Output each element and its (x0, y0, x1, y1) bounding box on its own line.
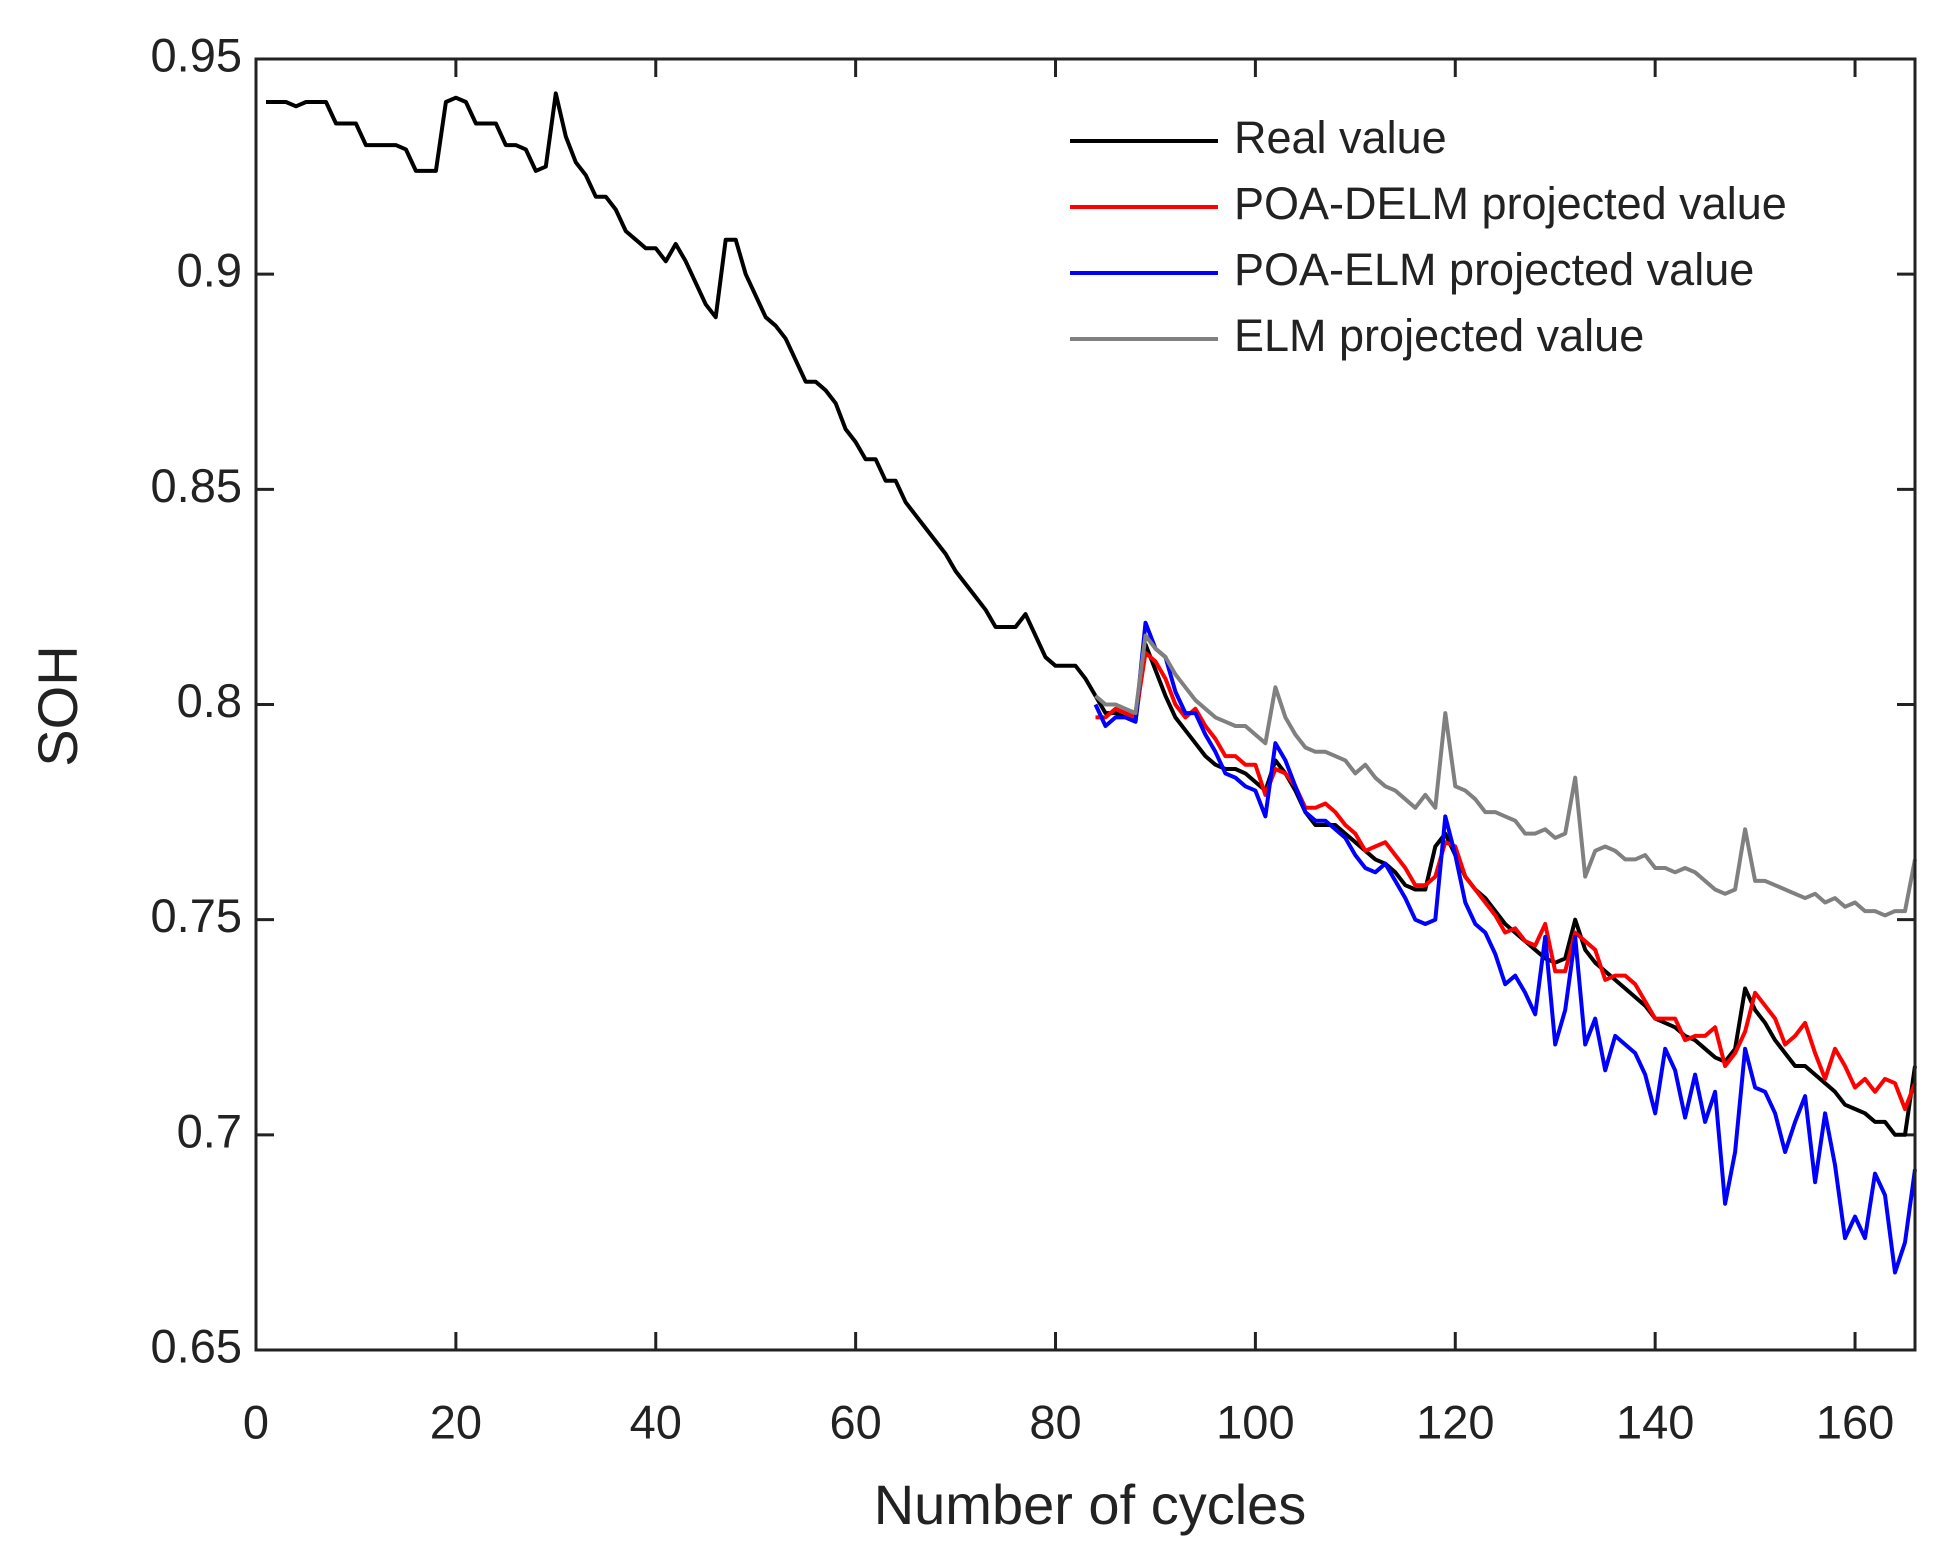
x-tick-label: 20 (430, 1395, 482, 1448)
y-tick-label: 0.9 (177, 244, 242, 297)
x-tick-label: 120 (1416, 1395, 1494, 1448)
y-axis-label: SOH (26, 645, 89, 766)
x-tick-label: 140 (1616, 1395, 1694, 1448)
x-tick-label: 100 (1216, 1395, 1294, 1448)
legend-label: ELM projected value (1234, 310, 1644, 361)
legend-label: Real value (1234, 112, 1447, 163)
y-tick-label: 0.85 (151, 459, 242, 512)
plot-frame (254, 57, 1917, 1352)
x-tick-label: 0 (243, 1395, 269, 1448)
series-line (266, 91, 1917, 1137)
x-tick-label: 160 (1816, 1395, 1894, 1448)
legend-label: POA-DELM projected value (1234, 178, 1787, 229)
y-tick-label: 0.8 (177, 674, 242, 727)
series-line (1093, 620, 1917, 1275)
y-tick-label: 0.65 (151, 1319, 242, 1372)
x-axis-label: Number of cycles (874, 1473, 1307, 1536)
x-tick-label: 40 (630, 1395, 682, 1448)
series-line (1095, 650, 1917, 1111)
y-tick-label: 0.95 (151, 28, 242, 81)
series-line (1094, 633, 1917, 918)
y-tick-label: 0.7 (177, 1104, 242, 1157)
legend-label: POA-ELM projected value (1234, 244, 1754, 295)
x-tick-label: 80 (1029, 1395, 1081, 1448)
y-tick-label: 0.75 (151, 889, 242, 942)
x-tick-label: 60 (829, 1395, 881, 1448)
